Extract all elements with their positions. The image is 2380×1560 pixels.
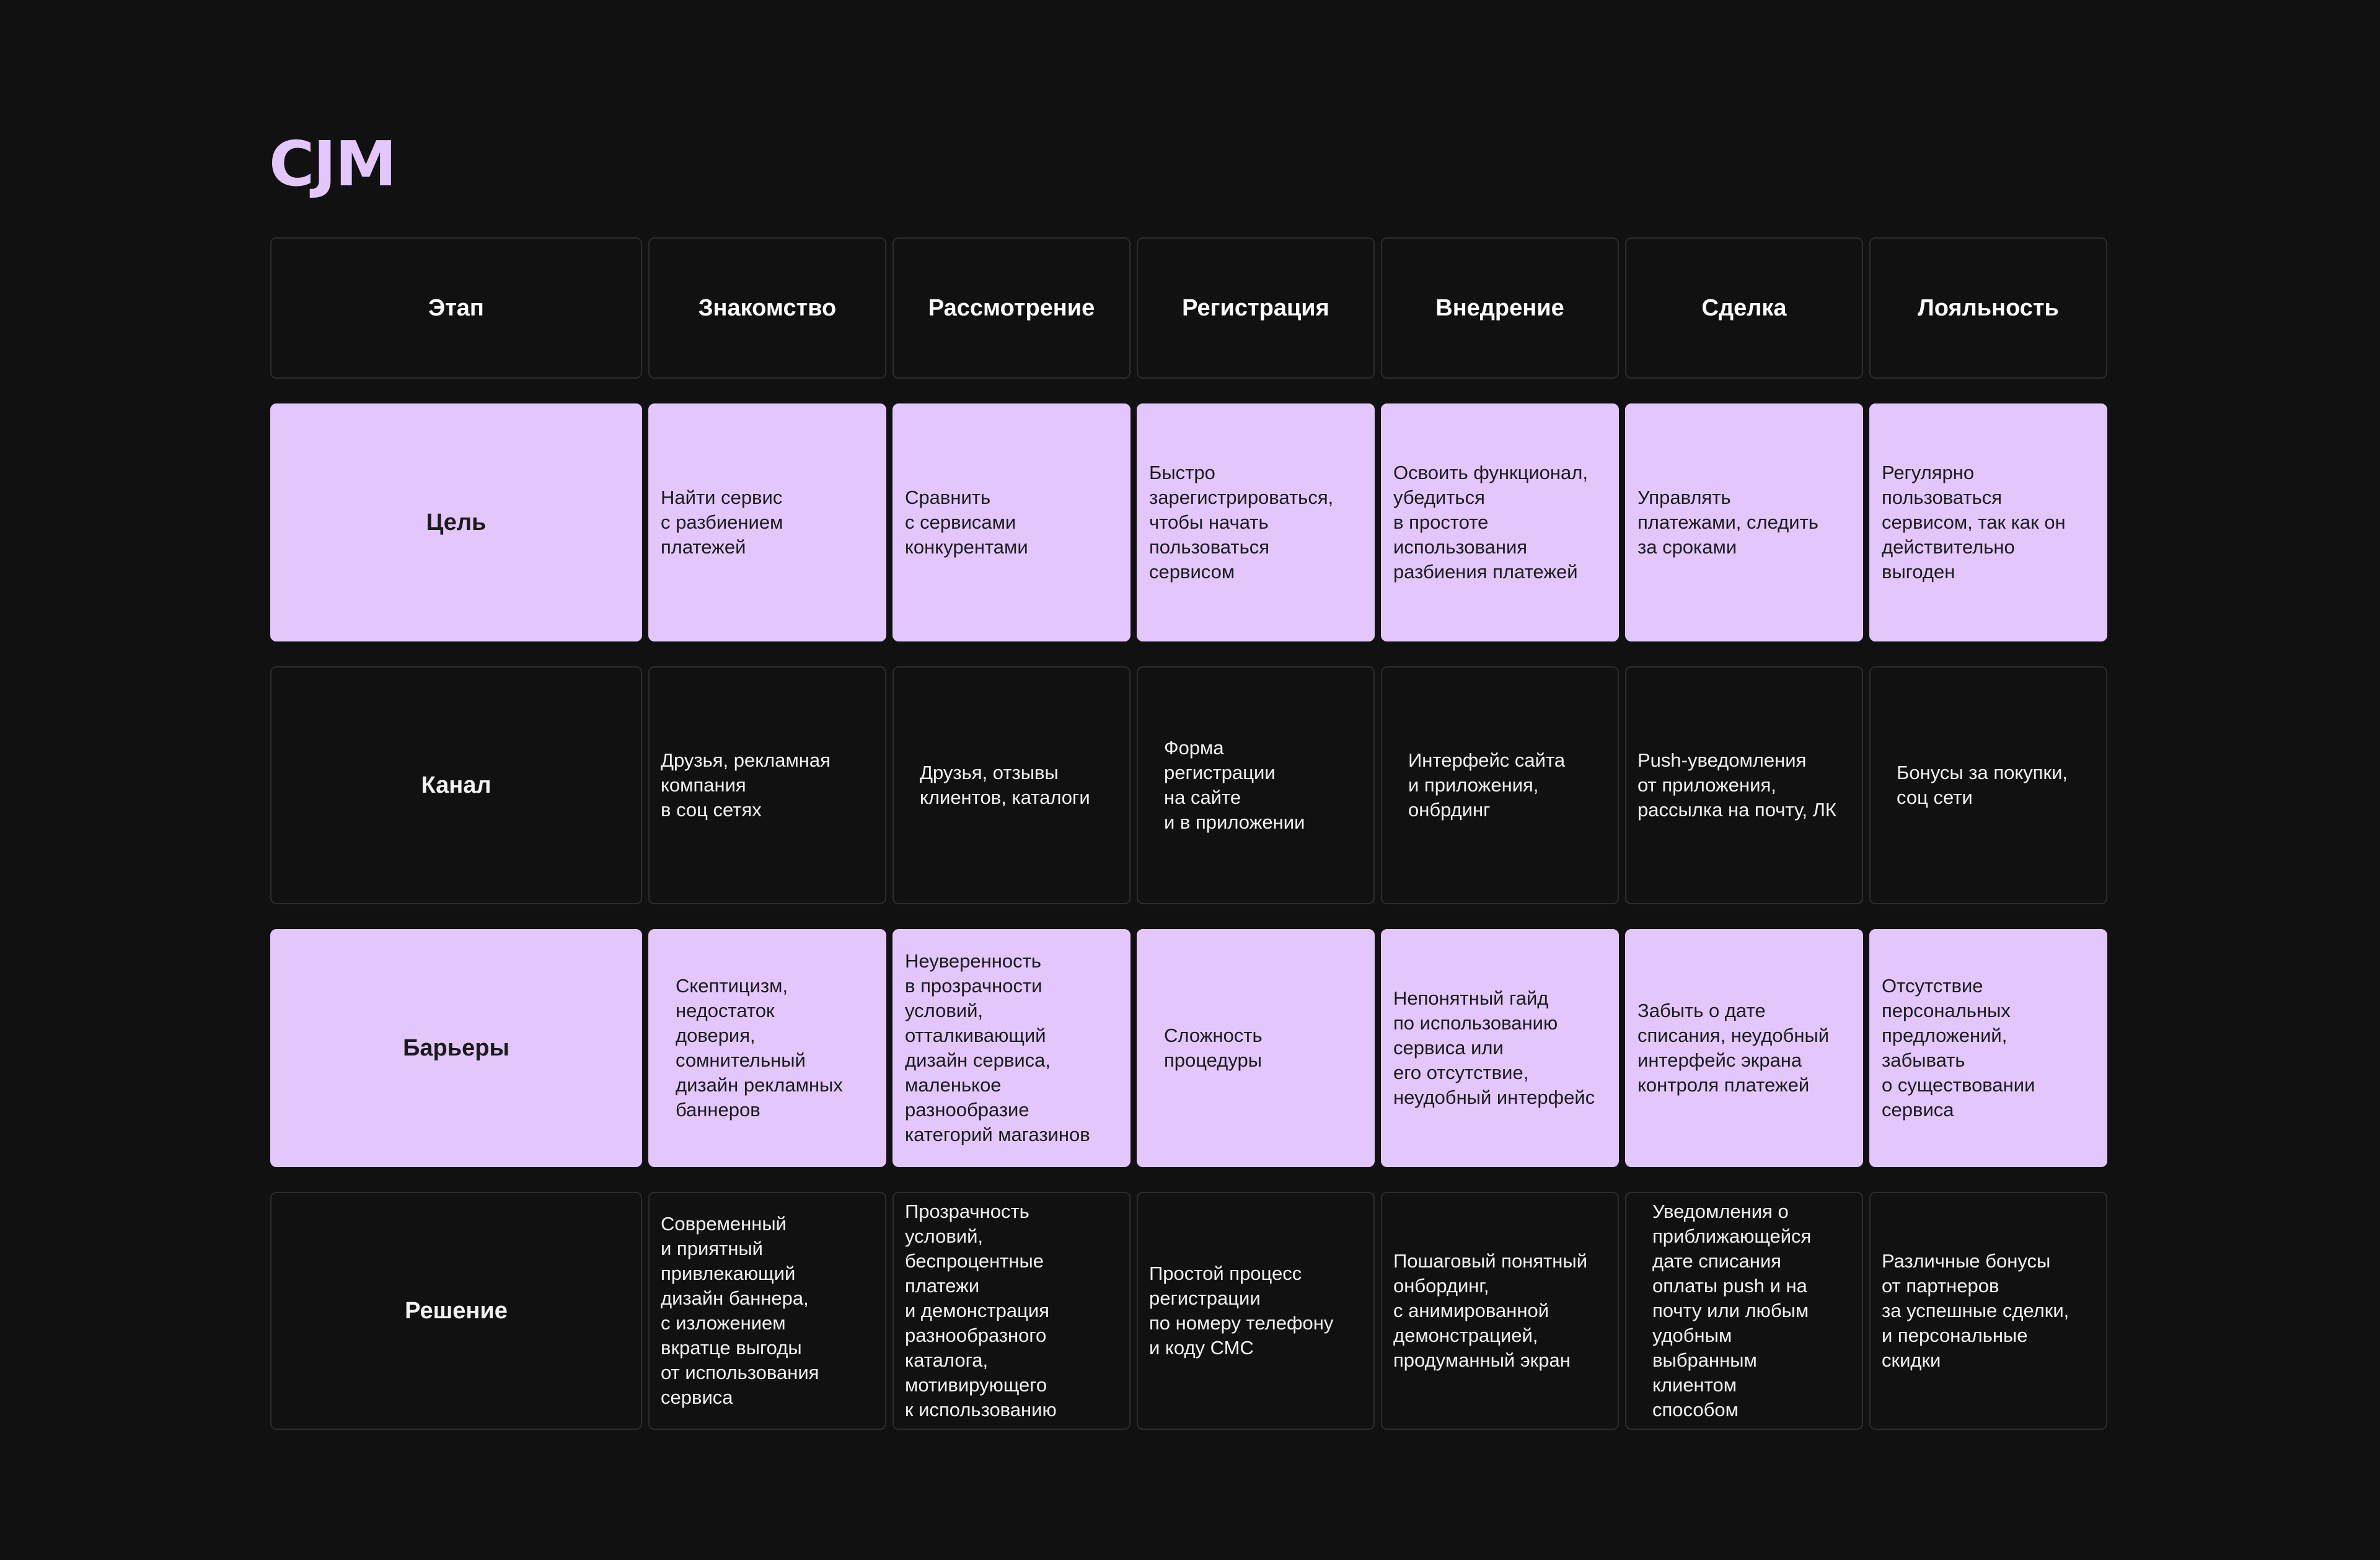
goal-cell: Сравнить с сервисами конкурентами: [892, 403, 1130, 641]
channel-cell: Друзья, отзывы клиентов, каталоги: [892, 666, 1130, 904]
solution-cell: Пошаговый понятный онбординг, с анимиров…: [1381, 1192, 1619, 1430]
goal-cell: Управлять платежами, следить за сроками: [1625, 403, 1863, 641]
row-label-barriers: Барьеры: [270, 929, 642, 1167]
channel-cell: Push-уведомления от приложения, рассылка…: [1625, 666, 1863, 904]
row-label-goal: Цель: [270, 403, 642, 641]
channel-cell: Бонусы за покупки, соц сети: [1869, 666, 2107, 904]
channel-cell: Друзья, рекламная компания в соц сетях: [648, 666, 886, 904]
header-stage-registraciya: Регистрация: [1137, 237, 1375, 379]
solution-cell: Современный и приятный привлекающий диза…: [648, 1192, 886, 1430]
barrier-cell: Отсутствие персональных предложений, заб…: [1869, 929, 2107, 1167]
goal-cell: Найти сервис с разбиением платежей: [648, 403, 886, 641]
cjm-table: Этап Знакомство Рассмотрение Регистрация…: [270, 237, 2107, 1430]
barrier-cell: Непонятный гайд по использованию сервиса…: [1381, 929, 1619, 1167]
barrier-cell: Забыть о дате списания, неудобный интерф…: [1625, 929, 1863, 1167]
page-title: CJM: [269, 128, 397, 200]
header-stage-sdelka: Сделка: [1625, 237, 1863, 379]
row-label-solution: Решение: [270, 1192, 642, 1430]
goal-cell: Освоить функционал, убедиться в простоте…: [1381, 403, 1619, 641]
header-stage-vnedrenie: Внедрение: [1381, 237, 1619, 379]
goal-cell: Регулярно пользоваться сервисом, так как…: [1869, 403, 2107, 641]
row-label-channel: Канал: [270, 666, 642, 904]
barrier-cell: Скептицизм, недостаток доверия, сомнител…: [648, 929, 886, 1167]
header-stage-label: Этап: [270, 237, 642, 379]
header-stage-znakomstvo: Знакомство: [648, 237, 886, 379]
channel-cell: Форма регистрации на сайте и в приложени…: [1137, 666, 1375, 904]
header-stage-loyalnost: Лояльность: [1869, 237, 2107, 379]
channel-cell: Интерфейс сайта и приложения, онбрдинг: [1381, 666, 1619, 904]
solution-cell: Уведомления о приближающейся дате списан…: [1625, 1192, 1863, 1430]
barrier-cell: Сложность процедуры: [1137, 929, 1375, 1167]
header-stage-rassmotrenie: Рассмотрение: [892, 237, 1130, 379]
goal-cell: Быстро зарегистрироваться, чтобы начать …: [1137, 403, 1375, 641]
solution-cell: Прозрачность условий, беспроцентные плат…: [892, 1192, 1130, 1430]
solution-cell: Простой процесс регистрации по номеру те…: [1137, 1192, 1375, 1430]
solution-cell: Различные бонусы от партнеров за успешны…: [1869, 1192, 2107, 1430]
barrier-cell: Неуверенность в прозрачности условий, от…: [892, 929, 1130, 1167]
